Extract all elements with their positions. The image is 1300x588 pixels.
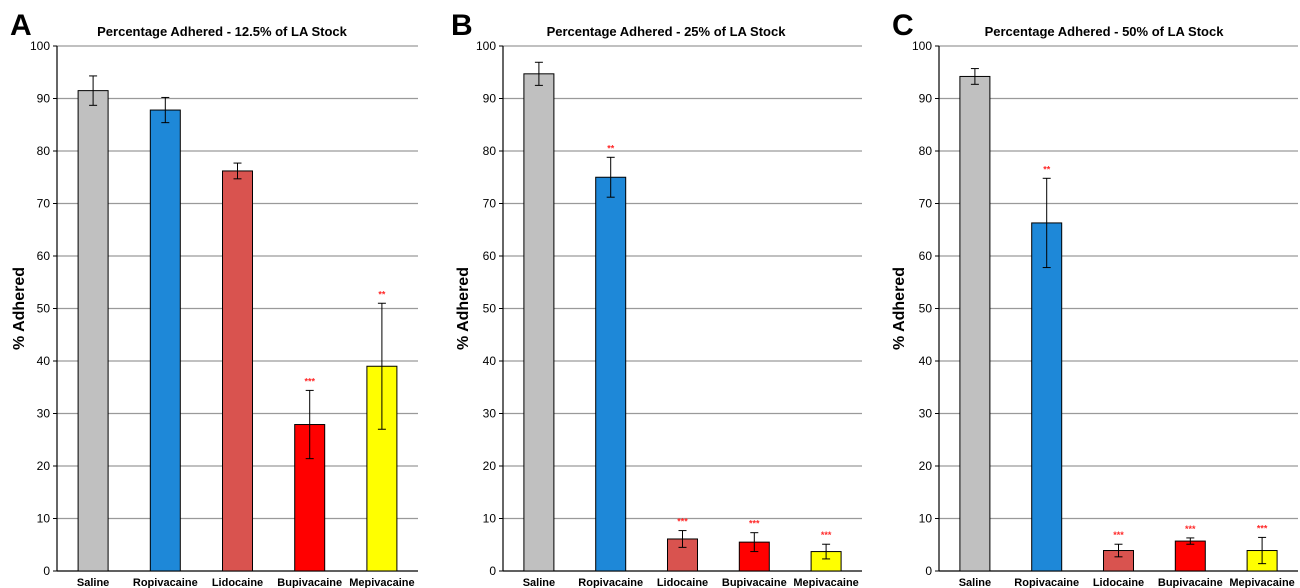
significance-marker: ** bbox=[607, 143, 615, 153]
chart-panel-a: A Percentage Adhered - 12.5% of LA Stock 0… bbox=[10, 9, 418, 588]
y-axis-label: % Adhered bbox=[455, 267, 472, 350]
panel-letter: A bbox=[10, 9, 32, 42]
x-tick-label: Saline bbox=[77, 577, 109, 588]
x-tick-label: Mepivacaine bbox=[1229, 577, 1294, 588]
chart-panel-b: B Percentage Adhered - 25% of LA Stock 0 10… bbox=[451, 9, 862, 588]
y-tick-label: 60 bbox=[37, 249, 51, 263]
y-tick-label: 10 bbox=[37, 512, 51, 526]
y-tick-label: 40 bbox=[919, 354, 933, 368]
significance-marker: *** bbox=[1113, 530, 1124, 540]
x-tick-label: Saline bbox=[959, 577, 991, 588]
significance-marker: *** bbox=[749, 519, 760, 529]
chart-title: Percentage Adhered - 25% of LA Stock bbox=[547, 24, 787, 39]
y-tick-label: 60 bbox=[919, 249, 933, 263]
significance-marker: *** bbox=[1257, 523, 1268, 533]
x-tick-label: Bupivacaine bbox=[1158, 577, 1223, 588]
significance-marker: ** bbox=[1043, 164, 1051, 174]
x-tick-label: Mepivacaine bbox=[349, 577, 414, 588]
x-tick-label: Ropivacaine bbox=[578, 577, 643, 588]
y-tick-label: 50 bbox=[483, 302, 497, 316]
significance-marker: *** bbox=[304, 376, 315, 386]
y-tick-label: 100 bbox=[912, 39, 932, 53]
bar-ropivacaine bbox=[595, 176, 627, 572]
y-tick-label: 70 bbox=[37, 197, 51, 211]
significance-marker: *** bbox=[821, 530, 832, 540]
y-tick-label: 30 bbox=[919, 407, 933, 421]
y-tick-label: 100 bbox=[30, 39, 50, 53]
significance-marker: *** bbox=[1185, 524, 1196, 534]
significance-marker: *** bbox=[677, 517, 688, 527]
y-tick-label: 50 bbox=[919, 302, 933, 316]
significance-marker: ** bbox=[378, 289, 386, 299]
bar-lidocaine bbox=[222, 170, 253, 572]
panel-letter: B bbox=[451, 9, 473, 42]
y-tick-label: 80 bbox=[483, 144, 497, 158]
y-tick-label: 20 bbox=[483, 459, 497, 473]
y-tick-label: 40 bbox=[37, 354, 51, 368]
chart-title: Percentage Adhered - 12.5% of LA Stock bbox=[97, 24, 347, 39]
y-axis-label: % Adhered bbox=[891, 267, 908, 350]
y-tick-label: 10 bbox=[483, 512, 497, 526]
panel-letter: C bbox=[892, 9, 914, 42]
bar-ropivacaine bbox=[149, 109, 181, 572]
x-tick-label: Bupivacaine bbox=[277, 577, 342, 588]
y-tick-label: 50 bbox=[37, 302, 51, 316]
y-tick-label: 80 bbox=[919, 144, 933, 158]
x-tick-label: Ropivacaine bbox=[1014, 577, 1079, 588]
y-tick-label: 10 bbox=[919, 512, 933, 526]
y-tick-label: 0 bbox=[489, 564, 496, 578]
y-tick-label: 30 bbox=[483, 407, 497, 421]
x-tick-label: Bupivacaine bbox=[722, 577, 787, 588]
y-tick-label: 60 bbox=[483, 249, 497, 263]
y-tick-label: 70 bbox=[483, 197, 497, 211]
y-tick-label: 70 bbox=[919, 197, 933, 211]
chart-panel-c: C Percentage Adhered - 50% of LA Stock 0 10… bbox=[891, 9, 1298, 588]
y-tick-label: 20 bbox=[919, 459, 933, 473]
x-tick-label: Lidocaine bbox=[212, 577, 263, 588]
x-tick-label: Lidocaine bbox=[1093, 577, 1144, 588]
bar-saline bbox=[77, 90, 109, 572]
chart-title: Percentage Adhered - 50% of LA Stock bbox=[985, 24, 1225, 39]
x-tick-label: Saline bbox=[523, 577, 555, 588]
y-axis-label: % Adhered bbox=[11, 267, 28, 350]
bar-saline bbox=[959, 75, 991, 572]
y-tick-label: 90 bbox=[919, 92, 933, 106]
y-tick-label: 80 bbox=[37, 144, 51, 158]
bar-ropivacaine bbox=[1031, 222, 1063, 572]
y-tick-label: 40 bbox=[483, 354, 497, 368]
x-tick-label: Lidocaine bbox=[657, 577, 708, 588]
y-tick-label: 0 bbox=[925, 564, 932, 578]
y-tick-label: 90 bbox=[37, 92, 51, 106]
x-tick-label: Ropivacaine bbox=[133, 577, 198, 588]
y-tick-label: 90 bbox=[483, 92, 497, 106]
y-tick-label: 100 bbox=[476, 39, 496, 53]
y-tick-label: 20 bbox=[37, 459, 51, 473]
y-tick-label: 30 bbox=[37, 407, 51, 421]
x-tick-label: Mepivacaine bbox=[793, 577, 858, 588]
bar-bupivacaine bbox=[1174, 540, 1206, 572]
y-tick-label: 0 bbox=[43, 564, 50, 578]
bar-saline bbox=[523, 73, 555, 572]
